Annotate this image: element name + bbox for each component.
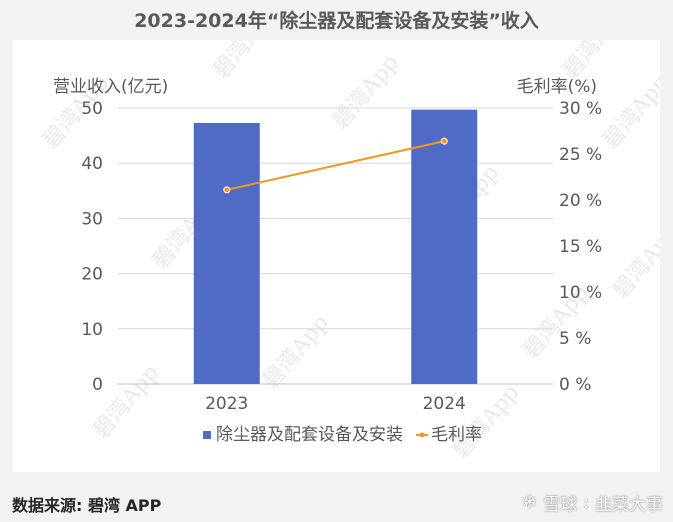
line-series [223, 137, 448, 194]
y-right-tick-label: 15 % [559, 237, 602, 257]
y-axis-right-label: 毛利率(%) [517, 77, 597, 97]
watermark-text: 碧湾App [448, 380, 524, 464]
y-left-tick-label: 20 [81, 265, 103, 285]
y-left-tick-label: 10 [81, 320, 103, 340]
y-right-tick-label: 10 % [559, 283, 602, 303]
legend: 除尘器及配套设备及安装 毛利率 [203, 425, 482, 445]
legend-bar-label: 除尘器及配套设备及安装 [216, 425, 403, 445]
bar [193, 122, 260, 385]
watermark-site: 雪球 [543, 495, 578, 515]
x-tick-label: 2024 [423, 394, 466, 414]
y-axis-left-label: 营业收入(亿元) [53, 77, 168, 97]
legend-bar-swatch [203, 431, 211, 439]
source-note: 数据来源: 碧湾 APP [12, 496, 162, 515]
watermark-sep: : [583, 492, 589, 513]
watermark-text: 碧湾App [208, 40, 284, 84]
bar [411, 109, 478, 384]
y-axis-right-ticks: 0 % 5 % 10 % 15 % 20 % 25 % 30 % [559, 99, 602, 395]
y-left-tick-label: 50 [81, 99, 103, 119]
y-left-tick-label: 30 [81, 209, 103, 229]
x-axis-ticks: 2023 2024 [205, 394, 466, 414]
watermark-text: 碧湾App [598, 70, 660, 154]
legend-line-marker [419, 432, 425, 438]
x-tick-label: 2023 [205, 394, 248, 414]
y-left-tick-label: 40 [81, 154, 103, 174]
watermark-text: 碧湾App [608, 220, 660, 304]
legend-line-label: 毛利率 [431, 425, 482, 445]
watermark-text: 碧湾App [88, 360, 164, 444]
y-left-tick-label: 0 [92, 375, 103, 395]
margin-point [223, 186, 231, 194]
watermark-text: 碧湾App [328, 50, 404, 134]
y-right-tick-label: 20 % [559, 191, 602, 211]
watermark-author: 韭菜大事 [595, 495, 663, 515]
watermark-text: 碧湾App [258, 310, 334, 394]
snowflake-icon: ❄ [522, 492, 538, 513]
chart-panel: 碧湾App 碧湾App 碧湾App 碧湾App 碧湾App 碧湾App 碧湾App 碧湾App… [13, 0, 673, 472]
y-right-tick-label: 5 % [559, 329, 591, 349]
y-right-tick-label: 30 % [559, 99, 602, 119]
bar-series [193, 109, 478, 385]
margin-line [226, 140, 445, 191]
margin-point [440, 137, 448, 145]
xueqiu-watermark: ❄ 雪球 : 韭菜大事 [522, 490, 663, 515]
y-right-tick-label: 0 % [559, 375, 591, 395]
grid-lines [118, 107, 553, 385]
chart-title: 2023-2024年“除尘器及配套设备及安装”收入 [134, 10, 539, 32]
y-right-tick-label: 25 % [559, 145, 602, 165]
y-axis-left-ticks: 0 10 20 30 40 50 [81, 99, 103, 395]
